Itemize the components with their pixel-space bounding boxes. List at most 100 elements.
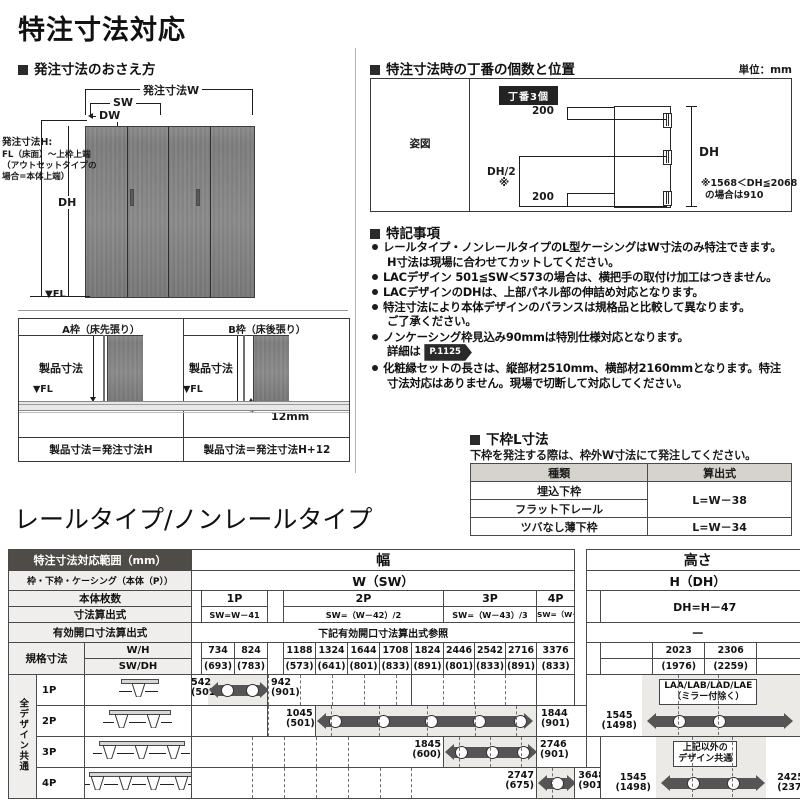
section-heading-notes: 特記事項 — [370, 222, 440, 242]
bullet-dot-icon — [372, 303, 378, 310]
range-1p-max: 942 (901) — [268, 675, 411, 705]
hinge-pin-bottom — [663, 191, 672, 206]
range-node — [551, 777, 565, 790]
range-dash — [348, 768, 350, 798]
cell-type: 埋込下枠 — [469, 481, 649, 500]
dim-tick-h — [686, 106, 697, 107]
height-min-2: 1545 (1498) — [615, 772, 651, 793]
table-row-frame-casing: 枠・下枠・ケーシング（本体（P）） W（SW） H（DH） — [7, 570, 800, 591]
cell-range-bar-4p — [536, 767, 576, 799]
table-row-range-title: 特注寸法対応範囲（mm） 幅 高さ — [7, 549, 800, 571]
range-dash — [474, 675, 476, 705]
hinge-note-line1: ※1568＜DH≦2068 — [701, 178, 798, 189]
bullet-square-icon — [370, 229, 380, 239]
cell-height-opening: － — [586, 622, 800, 643]
range-max-3p: 2746 (901) — [540, 739, 569, 760]
panel-arrow — [119, 691, 132, 692]
table-row: ツバなし薄下枠 L=W－34 — [469, 517, 792, 536]
cell-std-w: 1708 — [379, 642, 413, 659]
range-node — [221, 684, 235, 697]
door-elevation — [85, 126, 255, 298]
range-dash — [252, 737, 254, 767]
note-item: 化粧縁セットの長さは、縦部材2510mm、横部材2160mmとなります。特注 寸… — [372, 361, 796, 390]
cell-std-dh: (2259) — [704, 658, 758, 675]
table-row-range-3p: 3P — [9, 736, 800, 799]
hinge-view-label: 姿図 — [409, 138, 431, 150]
frame-a-dim-line — [93, 336, 94, 399]
range-max-4p: 3648 (901) — [578, 770, 600, 791]
panel-arrow — [93, 753, 102, 754]
rail-type-title: レールタイプ/ノンレールタイプ — [14, 505, 373, 534]
cell-panel-icon-1p — [83, 674, 193, 706]
cell-range-2p-left — [191, 705, 269, 737]
range-dash — [268, 675, 270, 705]
dim-line-200-top-lower — [567, 119, 667, 120]
detail-divider — [19, 437, 349, 438]
bullet-square-icon — [470, 435, 480, 445]
bullet-dot-icon — [372, 333, 378, 340]
panel-arrow — [181, 753, 190, 754]
panel-arrow — [104, 784, 118, 785]
range-4p-graphic — [537, 768, 574, 798]
spacer — [536, 674, 576, 706]
spacer — [574, 590, 588, 607]
range-2p-graphic — [316, 706, 536, 736]
dim-line-dh-total — [691, 106, 692, 206]
table-row: 埋込下枠 L=W－38 — [469, 481, 792, 518]
bullet-dot-icon — [372, 288, 378, 295]
cell-formula-4p: SW=（W－44）/4 — [536, 606, 576, 623]
cell-std-dh: (1976) — [652, 658, 706, 675]
cell-std-h: 2306 — [704, 642, 758, 659]
table-row-standard-wh: 規格寸法 W/H 734 824 1188 1324 1644 1708 182… — [8, 642, 800, 675]
bar-cap-right — [528, 744, 536, 760]
cell-dim-formula-label: 寸法算出式 — [7, 606, 193, 623]
frame-b-dim-line — [237, 336, 238, 408]
dim-ext-line — [30, 296, 90, 297]
cell-panel-icon-4p — [83, 767, 193, 799]
bar-cap-right — [756, 775, 766, 791]
range-dash — [364, 675, 366, 705]
page-reference-badge[interactable]: P.1125 — [424, 344, 472, 361]
col-formula: 算出式 — [647, 463, 792, 482]
table-row-panel-count: 本体枚数 1P 2P 3P 4P DH=H－47 — [7, 590, 800, 623]
cell-1p: 1P — [201, 590, 269, 607]
note-item: ノンケーシング枠見込み90mmは特別仕様対応となります。 詳細は P.1125 — [372, 330, 796, 361]
range-bar-1p — [209, 682, 267, 698]
bullet-dot-icon — [372, 244, 378, 250]
cell-std-sw: (783) — [234, 658, 269, 675]
cell-range-2p-max: 1844 (901) — [536, 705, 588, 737]
door-seam — [168, 127, 169, 297]
hinge-dim-dh-half: DH/2 — [487, 166, 516, 178]
cell-std-sw: (801) — [347, 658, 381, 675]
hinge-diagram-box: 姿図 丁番3個 200 DH/2 ※ 200 DH ※1568＜DH≦2068 … — [370, 78, 797, 212]
panel-arrow — [149, 753, 166, 754]
cell-height-range-2: 上記以外の デザイン共通 1545 (1498) 2425 (237 — [600, 736, 800, 799]
panel-arrow — [129, 722, 146, 723]
range-max-2p: 1844 (901) — [541, 708, 570, 729]
cell-std-sw: (833) — [379, 658, 413, 675]
range-node — [486, 746, 500, 759]
range-dash — [331, 706, 333, 736]
cell-swdh-label: SW/DH — [83, 658, 193, 675]
dim-line-200-bottom — [567, 193, 615, 194]
table-header-row: 種類 算出式 — [469, 463, 792, 482]
dim-line-dh-half — [519, 156, 520, 206]
cell-wh-label: W/H — [83, 642, 193, 659]
cell-std-w: 734 — [201, 642, 236, 659]
range-dash — [443, 675, 445, 705]
table-row-standard-swdh: SW/DH (693) (783) (573) (641) (801) (833… — [9, 658, 800, 675]
bullet-square-icon — [370, 65, 380, 75]
dim-tick-h — [686, 206, 697, 207]
column-divider — [355, 48, 356, 473]
panel-arrow — [117, 753, 134, 754]
fl-mark-main: ▼FL — [45, 289, 66, 300]
cell-range-bar-3p — [443, 736, 538, 768]
dim-line-dh — [68, 126, 69, 296]
cell-p-label-4p: 4P — [36, 767, 85, 799]
cell-group-width: 幅 — [191, 549, 576, 571]
range-node — [687, 777, 701, 790]
panel-v — [114, 713, 129, 729]
range-max-1p: 942 (901) — [271, 677, 300, 698]
range-dash — [718, 675, 720, 735]
range-dash — [692, 737, 694, 797]
